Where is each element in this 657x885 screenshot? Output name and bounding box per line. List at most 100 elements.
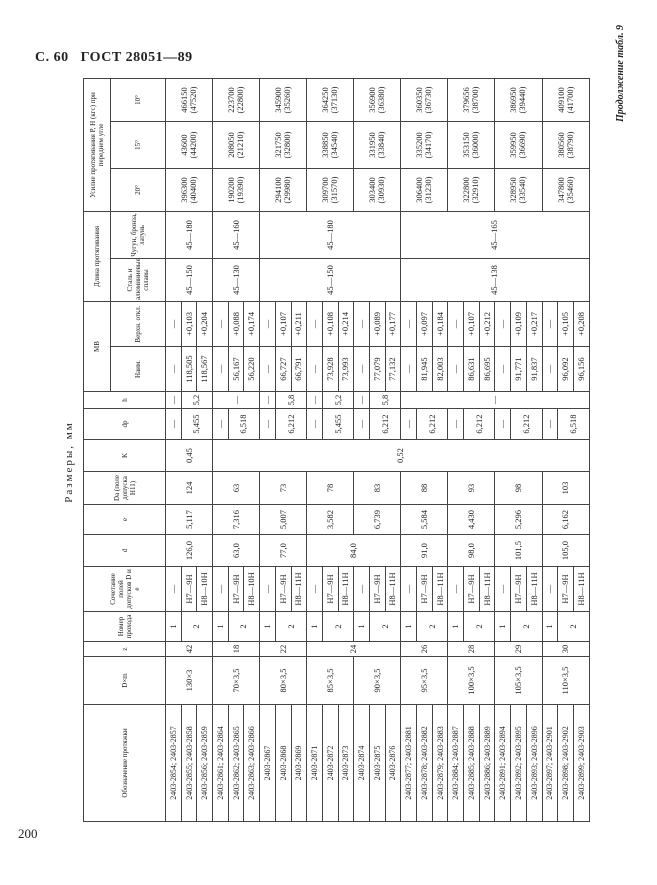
cell-mb-upper: — [165,301,182,347]
cell-dxm: 70×3,5 [212,656,260,705]
cell-tolerance-combo: H8—11H [291,566,307,612]
cell-h: 5,2 [322,391,354,409]
page-header: С. 60 ГОСТ 28051—89 [35,50,193,65]
cell-force-20: 309700 (31570) [306,168,354,212]
cell-tolerance-combo: — [400,566,417,612]
cell-designation: 2403-2871 [306,704,323,822]
cell-force-20: 396300 (40400) [165,168,213,212]
cell-designation: 2403-2879; 2403-2883 [432,704,448,822]
cell-dxm: 130×3 [165,656,213,705]
cell-dp: — [259,408,276,440]
cell-e: 3,582 [306,504,354,535]
cell-k: 0,45 [165,439,213,472]
header-da: Da (поле допуска H11) [83,471,166,505]
cell-force-15: 335200 (34170) [400,121,448,169]
cell-da: 88 [400,471,448,505]
cell-z: 18 [212,641,260,657]
cell-tolerance-combo: H7—9H [275,566,291,612]
cell-pass-number: 1 [165,611,182,642]
cell-designation: 2403-2855; 2403-2858 [181,704,197,822]
cell-h: — [400,391,590,409]
cell-mb-nom: 73,928 [322,346,339,392]
header-dxm: D×m [83,656,166,705]
cell-force-15: 321750 (32800) [259,121,307,169]
cell-length-cast: 45—180 [165,211,213,259]
cell-da: 103 [542,471,590,505]
cell-mb-nom: 73,993 [338,346,354,392]
cell-mb-upper: +0,174 [243,301,260,347]
cell-mb-upper: — [306,301,323,347]
header-length-cast: Чугун, бронза, латунь [110,211,166,259]
cell-dp: 5,455 [181,408,213,440]
cell-length-cast: 45—160 [212,211,260,259]
header-length-steel: Сталь и алюминиевые сплавы [110,258,166,302]
cell-designation: 2403-2886; 2403-2889 [479,704,495,822]
cell-designation: 2403-2897; 2403-2901 [542,704,558,822]
cell-mb-nom: 56,167 [228,346,244,392]
cell-mb-nom: 118,567 [196,346,213,392]
cell-dxm: 95×3,5 [400,656,448,705]
cell-designation: 2403-2885; 2403-2888 [463,704,480,822]
cell-h: — [165,391,182,409]
cell-force-15: 43600 (44200) [165,121,213,169]
cell-mb-nom: 77,079 [369,346,386,392]
cell-pass-number: 1 [447,611,464,642]
cell-tolerance-combo: — [165,566,182,612]
cell-tolerance-combo: H7—9H [463,566,480,612]
cell-pass-number: 2 [557,611,590,642]
cell-tolerance-combo: H8—10H [243,566,260,612]
cell-da: 98 [494,471,542,505]
cell-d: 98,0 [447,534,495,567]
dimensions-caption: Размеры, мм [63,421,75,503]
header-force-10: 10° [110,78,166,122]
cell-force-20: 328950 (33540) [494,168,542,212]
cell-mb-upper: +0,211 [291,301,307,347]
cell-tolerance-combo: H8—11H [479,566,495,612]
cell-tolerance-combo: H7—9H [557,566,574,612]
cell-dxm: 90×3,5 [353,656,401,705]
header-pass-number: Номер прохода [83,611,166,642]
cell-mb-upper: +0,107 [463,301,480,347]
cell-pass-number: 2 [275,611,307,642]
cell-dp: 6,212 [463,408,495,440]
cell-h: — [259,391,276,409]
cell-d: 91,0 [400,534,448,567]
cell-mb-upper: — [212,301,229,347]
cell-mb-upper: — [542,301,558,347]
cell-mb-upper: +0,109 [510,301,527,347]
cell-da: 93 [447,471,495,505]
cell-mb-nom: 86,631 [463,346,480,392]
cell-length-steel: 45—138 [400,258,590,302]
cell-dp: — [306,408,323,440]
cell-z: 29 [494,641,542,657]
cell-tolerance-combo: H8—11H [338,566,354,612]
cell-tolerance-combo: H7—9H [416,566,433,612]
cell-d: 105,0 [542,534,590,567]
cell-da: 73 [259,471,307,505]
cell-e: 5,296 [494,504,542,535]
cell-designation: 2403-2867 [259,704,276,822]
cell-mb-nom: — [447,346,464,392]
cell-mb-nom: 66,791 [291,346,307,392]
cell-tolerance-combo: H7—9H [181,566,197,612]
cell-force-20: 190200 (19390) [212,168,260,212]
cell-force-10: 364250 (37130) [306,78,354,122]
cell-mb-upper: +0,217 [526,301,542,347]
cell-d: 77,0 [259,534,307,567]
cell-designation: 2403-2872 [322,704,339,822]
cell-mb-upper: +0,108 [322,301,339,347]
cell-pass-number: 1 [542,611,558,642]
cell-force-10: 379656 (38700) [447,78,495,122]
cell-force-20: 303400 (30930) [353,168,401,212]
cell-e: 5,007 [259,504,307,535]
cell-z: 30 [542,641,590,657]
cell-tolerance-combo: H8—11H [385,566,401,612]
table-body: 2403-2854; 2403-2857 130×3 42 1—126,0 5,117 1… [165,78,590,822]
header-designation: Обозначение протяжки [83,704,166,822]
cell-h: 5,8 [369,391,401,409]
table-row: 2403-2861; 2403-2864 70×3,5 18 1—63,0 7,316 6… [212,78,590,822]
cell-h: — [212,391,260,409]
cell-designation: 2403-2892; 2403-2895 [510,704,527,822]
cell-force-10: 409100 (41700) [542,78,590,122]
cell-mb-nom: 91,837 [526,346,542,392]
